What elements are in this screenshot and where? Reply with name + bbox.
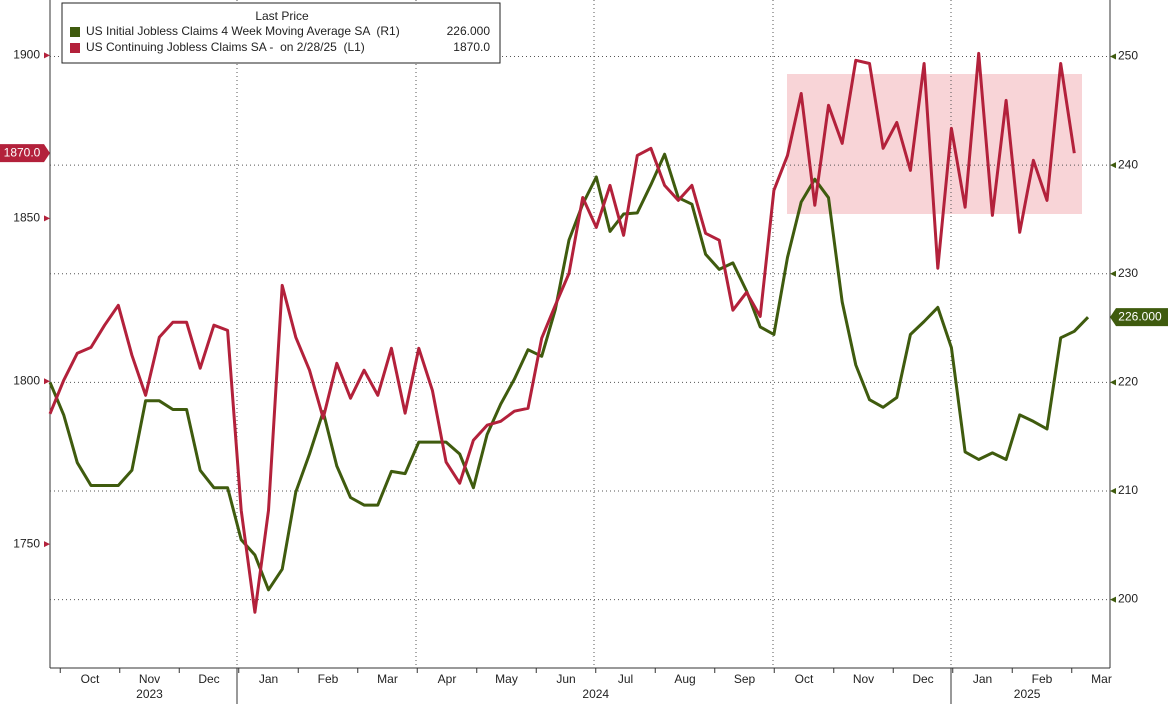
y2-tick-mark (1110, 379, 1116, 386)
legend-swatch (70, 43, 80, 53)
y-tick-label: 1850 (13, 210, 40, 224)
x-tick-label: Mar (377, 672, 398, 686)
x-tick-label: Sep (734, 672, 756, 686)
y-tick-mark (44, 215, 50, 222)
x-tick-label: Feb (318, 672, 339, 686)
y-tick-mark (44, 378, 50, 385)
x-year-label: 2024 (582, 687, 609, 701)
y2-tick-mark (1110, 53, 1116, 60)
legend-value: 226.000 (447, 24, 491, 38)
x-tick-label: Apr (438, 672, 457, 686)
lines (48, 51, 1090, 614)
x-tick-label: Mar (1091, 672, 1112, 686)
x-tick-label: Dec (912, 672, 933, 686)
x-year-label: 2025 (1014, 687, 1041, 701)
legend: Last Price US Initial Jobless Claims 4 W… (61, 2, 501, 64)
grid (50, 0, 1110, 668)
y2-tick-mark (1110, 487, 1116, 494)
y2-tick-label: 210 (1118, 483, 1138, 497)
last-value-tag (1110, 308, 1168, 327)
x-tick-label: Jun (556, 672, 575, 686)
x-tick-label: Jul (618, 672, 633, 686)
last-value-label: 1870.0 (4, 145, 41, 159)
highlight-region (787, 74, 1082, 214)
y2-tick-label: 250 (1118, 49, 1138, 63)
legend-label: US Initial Jobless Claims 4 Week Moving … (86, 24, 400, 38)
x-year-label: 2023 (136, 687, 163, 701)
series-line (48, 152, 1090, 592)
x-tick-label: Nov (139, 672, 160, 686)
x-tick-label: Dec (198, 672, 219, 686)
x-tick-label: Feb (1032, 672, 1053, 686)
y-tick-mark (44, 52, 50, 59)
x-tick-label: Aug (674, 672, 695, 686)
x-tick-label: Oct (81, 672, 100, 686)
series-line (48, 51, 1076, 614)
x-tick-label: Oct (795, 672, 814, 686)
legend-label: US Continuing Jobless Claims SA - on 2/2… (86, 40, 365, 54)
x-tick-label: Jan (973, 672, 992, 686)
legend-box (61, 2, 501, 64)
y-tick-mark (44, 541, 50, 548)
y2-tick-mark (1110, 596, 1116, 603)
x-tick-label: Nov (853, 672, 874, 686)
last-value-tag (0, 144, 50, 163)
x-tick-label: May (495, 672, 518, 686)
y2-tick-label: 230 (1118, 266, 1138, 280)
y2-tick-label: 240 (1118, 157, 1138, 171)
y2-tick-label: 200 (1118, 592, 1138, 606)
y2-tick-mark (1110, 162, 1116, 169)
x-tick-label: Jan (259, 672, 278, 686)
legend-title: Last Price (255, 9, 309, 23)
y-tick-label: 1900 (13, 48, 40, 62)
y2-tick-label: 220 (1118, 375, 1138, 389)
y-tick-label: 1800 (13, 373, 40, 387)
y2-tick-mark (1110, 270, 1116, 277)
legend-swatch (70, 27, 80, 37)
y-tick-label: 1750 (13, 536, 40, 550)
legend-value: 1870.0 (453, 40, 490, 54)
last-value-label: 226.000 (1118, 309, 1162, 323)
